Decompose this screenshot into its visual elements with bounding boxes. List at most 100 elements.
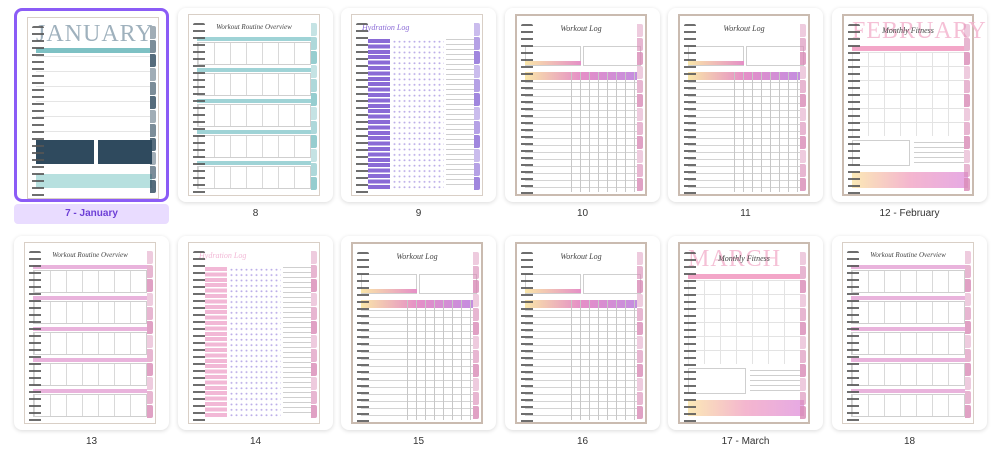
- notes-gradient-bar: [852, 172, 968, 188]
- page-number-label: 17 - March: [721, 436, 770, 447]
- side-tabs: [800, 252, 806, 422]
- page-thumbnail[interactable]: Workout Log 16: [505, 236, 660, 454]
- page-title: Hydration Log: [199, 251, 247, 260]
- week-grid: [197, 135, 311, 158]
- week-header-band: [33, 358, 147, 362]
- page-number-label: 14: [249, 436, 262, 447]
- page-number-label: 10: [576, 208, 589, 219]
- page-thumbnail[interactable]: Hydration Log 9: [341, 8, 496, 228]
- page-number-label: 7 - January: [65, 208, 118, 219]
- spiral-binding: [193, 251, 205, 425]
- set-columns: [407, 300, 473, 420]
- side-tabs: [800, 24, 806, 194]
- page-number-label: 15: [412, 436, 425, 447]
- selected-caption-highlight: [14, 204, 169, 224]
- calendar-grid: [36, 56, 150, 134]
- thumbnail-frame[interactable]: FEBRUARY Monthly Fitness: [832, 8, 987, 202]
- planner-page-preview: Hydration Log: [188, 242, 320, 425]
- week-header-band: [33, 296, 147, 300]
- thumbnail-frame[interactable]: Workout Log: [341, 236, 496, 430]
- spiral-binding: [521, 252, 533, 426]
- page-number-label: 9: [415, 208, 422, 219]
- planner-page-preview: Workout Log: [515, 14, 647, 198]
- week-header-band: [33, 265, 147, 269]
- page-thumbnail[interactable]: Workout Log 10: [505, 8, 660, 228]
- thumbnail-frame[interactable]: Workout Log: [668, 8, 823, 202]
- week-header-band: [851, 327, 965, 331]
- page-big-title: JANUARY: [36, 21, 154, 47]
- calendar-header-band: [852, 46, 964, 51]
- thumbnail-frame[interactable]: Workout Log: [505, 236, 660, 430]
- week-header-band: [851, 296, 965, 300]
- spiral-binding: [847, 251, 859, 425]
- page-title: Workout Routine Overview: [870, 251, 946, 259]
- footer-note-bar: [36, 174, 152, 188]
- thumbnail-frame[interactable]: MARCH Monthly Fitness: [668, 236, 823, 430]
- planner-page-preview: Workout Routine Overview: [842, 242, 974, 425]
- page-thumbnail[interactable]: Workout Log 11: [668, 8, 823, 228]
- page-thumbnail[interactable]: FEBRUARY Monthly Fitness 12 - February: [832, 8, 987, 228]
- page-thumbnail[interactable]: Workout Routine Overview 18: [832, 236, 987, 454]
- calendar-grid: [852, 52, 964, 136]
- side-tabs: [147, 251, 153, 421]
- spiral-binding: [684, 24, 696, 198]
- set-columns: [571, 300, 637, 420]
- thumbnail-frame[interactable]: Hydration Log: [178, 236, 333, 430]
- side-tabs: [637, 24, 643, 194]
- motivation-lines: [750, 370, 800, 394]
- info-box-right: [746, 46, 804, 66]
- page-thumbnail[interactable]: JANUARY 7 - January: [14, 8, 169, 228]
- page-thumbnail[interactable]: Workout Routine Overview 8: [178, 8, 333, 228]
- planner-page-preview: Workout Routine Overview: [188, 14, 320, 197]
- week-header-band: [197, 130, 311, 134]
- thumbnail-frame[interactable]: Workout Routine Overview: [178, 8, 333, 202]
- water-glass-tracker: [392, 39, 444, 189]
- week-grid: [33, 270, 147, 293]
- week-header-band: [197, 68, 311, 72]
- spiral-binding: [357, 252, 369, 426]
- thumbnail-frame[interactable]: Workout Log: [505, 8, 660, 202]
- notes-lines: [283, 267, 311, 417]
- thumbnail-frame[interactable]: JANUARY: [14, 8, 169, 202]
- calendar-header-band: [688, 274, 800, 279]
- page-title: Workout Routine Overview: [52, 251, 128, 259]
- calendar-grid: [688, 280, 800, 364]
- spiral-binding: [356, 23, 368, 197]
- page-title: Workout Log: [723, 24, 765, 33]
- week-grid: [197, 166, 311, 189]
- page-thumbnail[interactable]: MARCH Monthly Fitness 17 - March: [668, 236, 823, 454]
- page-thumbnail[interactable]: Workout Routine Overview 13: [14, 236, 169, 454]
- page-big-title: FEBRUARY: [852, 18, 987, 44]
- info-box-right: [419, 274, 477, 294]
- page-big-title: MARCH: [688, 246, 782, 272]
- week-header-band: [197, 37, 311, 41]
- week-header-band: [851, 265, 965, 269]
- side-tabs: [637, 252, 643, 422]
- week-header-band: [851, 389, 965, 393]
- thumbnail-frame[interactable]: Workout Routine Overview: [832, 236, 987, 430]
- side-tabs: [473, 252, 479, 422]
- week-grid: [851, 332, 965, 355]
- notes-block-left: [36, 140, 94, 164]
- week-header-band: [197, 99, 311, 103]
- thumbnail-frame[interactable]: Workout Routine Overview: [14, 236, 169, 430]
- week-grid: [33, 301, 147, 324]
- goals-box: [688, 368, 746, 394]
- planner-page-preview: JANUARY: [27, 17, 159, 199]
- side-tabs: [964, 24, 970, 194]
- week-grid: [851, 394, 965, 417]
- page-thumbnail[interactable]: Hydration Log 14: [178, 236, 333, 454]
- day-label-column: [205, 267, 227, 417]
- page-thumbnail[interactable]: Workout Log 15: [341, 236, 496, 454]
- planner-page-preview: Workout Log: [351, 242, 483, 426]
- water-glass-tracker: [229, 267, 281, 417]
- page-title: Workout Routine Overview: [216, 23, 292, 31]
- notes-gradient-bar: [688, 400, 804, 416]
- calendar-header-band: [36, 48, 150, 53]
- week-header-band: [33, 327, 147, 331]
- set-columns: [734, 72, 800, 192]
- thumbnail-frame[interactable]: Hydration Log: [341, 8, 496, 202]
- week-header-band: [33, 389, 147, 393]
- week-grid: [197, 73, 311, 96]
- planner-page-preview: Workout Routine Overview: [24, 242, 156, 425]
